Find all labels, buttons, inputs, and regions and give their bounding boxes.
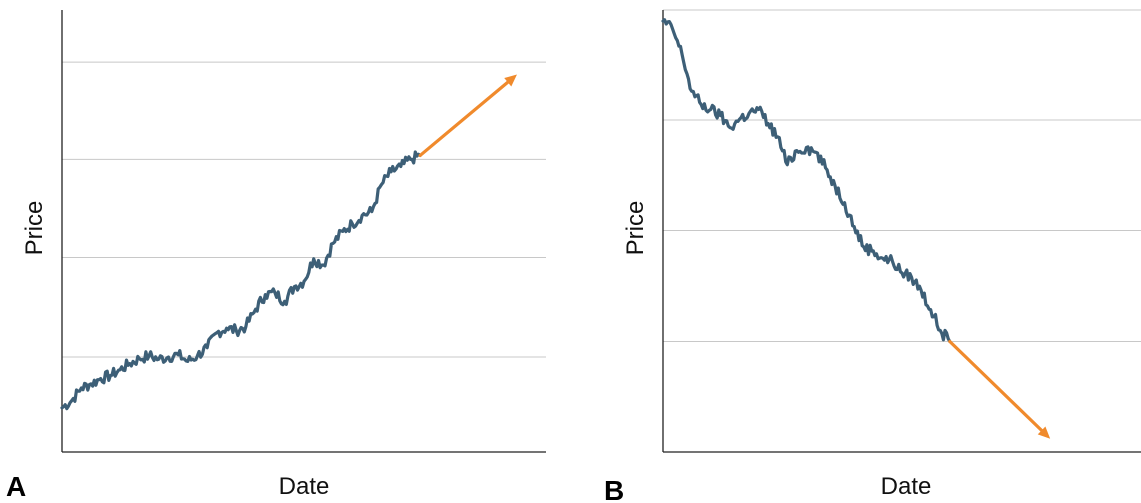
- x-axis-label-a: Date: [279, 473, 330, 500]
- panel-a: Price Date A: [6, 10, 546, 502]
- panel-b: Price Date B: [604, 9, 1141, 503]
- y-axis-label-a: Price: [21, 201, 48, 256]
- trend-arrow-line-a: [418, 80, 510, 158]
- gridlines-b: [663, 9, 1141, 342]
- trend-arrow-head-a: [504, 74, 517, 87]
- trend-arrow-line-b: [948, 339, 1044, 432]
- x-axis-label-b: Date: [881, 473, 932, 500]
- price-line-b: [661, 18, 952, 344]
- panel-label-a: A: [6, 471, 26, 502]
- price-line-a: [60, 150, 422, 411]
- series-group-b: [661, 18, 1051, 439]
- gridlines-a: [62, 61, 546, 358]
- panel-label-b: B: [604, 475, 624, 503]
- trend-arrow-head-b: [1037, 426, 1051, 439]
- series-group-a: [60, 74, 517, 411]
- y-axis-label-b: Price: [622, 201, 649, 256]
